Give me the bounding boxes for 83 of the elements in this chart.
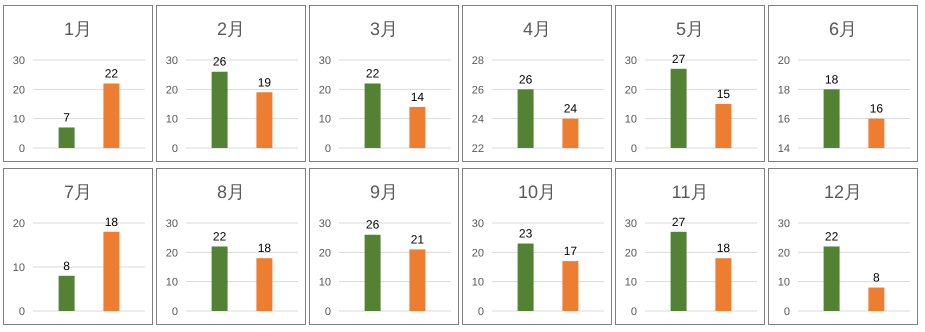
data-label: 8 (63, 258, 70, 273)
y-tick-label: 26 (472, 84, 484, 96)
y-tick-label: 10 (166, 114, 178, 126)
data-label: 7 (63, 110, 70, 124)
data-label: 24 (564, 102, 578, 116)
y-tick-label: 20 (318, 247, 331, 260)
data-label: 22 (824, 229, 839, 244)
chart-title: 2月 (216, 19, 246, 39)
data-label: 8 (873, 270, 880, 285)
data-label: 18 (716, 241, 730, 256)
data-label: 26 (518, 72, 533, 86)
y-tick-label: 10 (472, 276, 484, 289)
chart-title: 12月 (824, 182, 862, 202)
data-label: 19 (258, 75, 272, 90)
y-tick-label: 20 (778, 247, 790, 260)
data-label: 22 (212, 229, 227, 244)
data-label: 18 (104, 214, 118, 229)
y-tick-label: 28 (472, 55, 484, 67)
y-tick-label: 10 (318, 114, 331, 126)
y-tick-label: 0 (18, 306, 25, 318)
data-label: 16 (870, 102, 884, 116)
y-tick-label: 30 (318, 55, 331, 67)
chart-title: 8月 (216, 182, 246, 202)
y-tick-label: 0 (172, 143, 178, 155)
y-tick-label: 10 (318, 276, 331, 289)
y-tick-label: 10 (166, 276, 178, 289)
y-tick-label: 30 (318, 218, 331, 230)
y-tick-label: 20 (166, 84, 178, 96)
chart-title: 6月 (828, 19, 858, 39)
data-label: 15 (716, 87, 730, 101)
y-tick-label: 30 (12, 55, 25, 67)
y-tick-label: 0 (784, 306, 790, 318)
y-tick-label: 30 (624, 218, 637, 230)
y-tick-label: 20 (778, 55, 790, 67)
data-label: 22 (104, 66, 118, 80)
y-tick-label: 30 (778, 218, 790, 230)
chart-title: 7月 (64, 182, 92, 202)
y-tick-label: 20 (472, 247, 484, 260)
y-tick-label: 20 (12, 218, 25, 230)
y-tick-label: 0 (630, 143, 637, 155)
y-tick-label: 0 (172, 306, 178, 318)
y-tick-label: 0 (18, 143, 25, 155)
y-tick-label: 0 (478, 306, 484, 318)
y-tick-label: 10 (12, 262, 25, 274)
y-tick-label: 24 (472, 114, 484, 126)
data-label: 18 (258, 241, 272, 256)
y-tick-label: 10 (624, 276, 637, 289)
chart-title: 3月 (370, 19, 398, 39)
y-tick-label: 0 (324, 306, 331, 318)
chart-title: 11月 (672, 182, 708, 202)
chart-title: 5月 (676, 19, 704, 39)
chart-title: 1月 (64, 19, 92, 39)
y-tick-label: 22 (472, 143, 484, 155)
chart-title: 9月 (370, 182, 398, 202)
y-tick-label: 30 (472, 218, 484, 230)
data-label: 26 (366, 218, 380, 232)
y-tick-label: 10 (12, 114, 25, 126)
data-label: 27 (672, 214, 686, 229)
y-tick-label: 16 (778, 114, 790, 126)
data-label: 27 (672, 52, 686, 66)
data-label: 22 (366, 66, 380, 80)
y-tick-label: 20 (624, 247, 637, 260)
data-label: 21 (410, 232, 424, 246)
y-tick-label: 10 (624, 114, 637, 126)
y-tick-label: 0 (324, 143, 331, 155)
y-tick-label: 20 (624, 84, 637, 96)
y-tick-label: 10 (778, 276, 790, 289)
data-label: 18 (824, 72, 839, 86)
chart-title: 10月 (518, 182, 556, 202)
y-tick-label: 14 (778, 143, 790, 155)
y-tick-label: 20 (12, 84, 25, 96)
y-tick-label: 30 (624, 55, 637, 67)
y-tick-label: 18 (778, 84, 790, 96)
y-tick-label: 0 (630, 306, 637, 318)
y-tick-label: 20 (166, 247, 178, 260)
data-label: 17 (564, 244, 578, 258)
data-label: 26 (212, 54, 227, 69)
data-label: 14 (410, 90, 424, 104)
y-tick-label: 30 (166, 218, 178, 230)
y-tick-label: 30 (166, 55, 178, 67)
y-tick-label: 20 (318, 84, 331, 96)
data-label: 23 (518, 226, 533, 241)
chart-title: 4月 (522, 19, 552, 39)
